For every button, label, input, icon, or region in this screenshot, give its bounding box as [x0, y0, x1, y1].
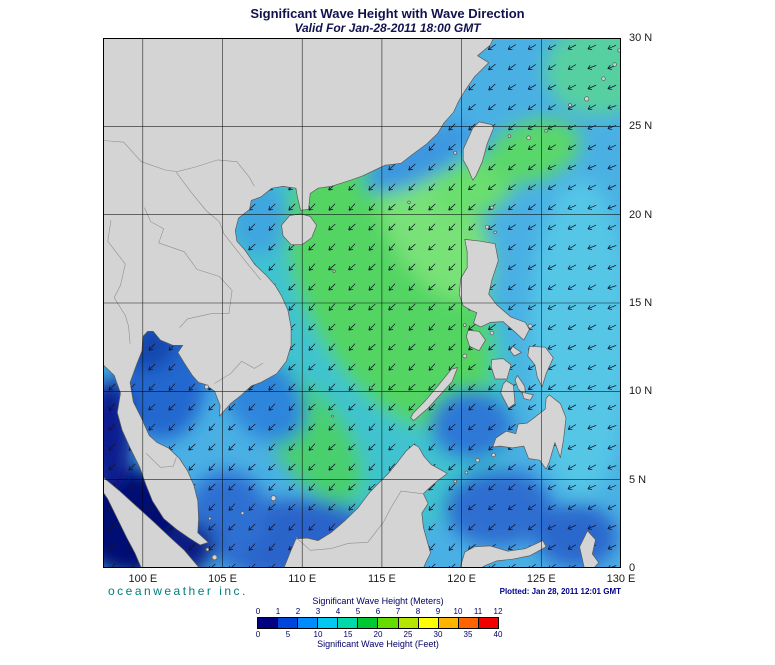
- meters-tick: 4: [335, 607, 341, 616]
- colorbar-cell: [258, 618, 278, 628]
- lat-tick-label: 10 N: [629, 385, 653, 398]
- meters-tick: 9: [435, 607, 441, 616]
- lon-tick-label: 115 E: [367, 573, 396, 585]
- feet-tick: 30: [433, 630, 443, 639]
- lat-tick-label: 25 N: [629, 120, 653, 133]
- meters-tick: 5: [355, 607, 361, 616]
- plotted-timestamp: Plotted: Jan 28, 2011 12:01 GMT: [499, 587, 621, 596]
- lon-tick-label: 125 E: [526, 573, 556, 585]
- colorbar-cell: [297, 618, 318, 628]
- colorbar-cell: [437, 618, 458, 628]
- legend-feet-ticks: 0 5 10 15 20 25 30 35 40: [255, 630, 503, 639]
- feet-tick: 5: [285, 630, 291, 639]
- feet-tick: 15: [343, 630, 353, 639]
- colorbar-cell: [337, 618, 358, 628]
- meters-tick: 2: [295, 607, 301, 616]
- lon-tick-label: 105 E: [208, 573, 237, 585]
- feet-tick: 10: [313, 630, 323, 639]
- feet-tick: 20: [373, 630, 383, 639]
- colorbar-cell: [277, 618, 298, 628]
- meters-tick: 1: [275, 607, 281, 616]
- lat-tick-label: 20 N: [629, 208, 653, 221]
- feet-tick: 35: [463, 630, 473, 639]
- legend-colorbar: [257, 617, 499, 629]
- colorbar-cell: [317, 618, 338, 628]
- lon-tick-label: 110 E: [288, 573, 317, 585]
- lat-tick-label: 30 N: [629, 32, 653, 44]
- meters-tick: 10: [453, 607, 463, 616]
- colorbar-cell: [477, 618, 498, 628]
- map-layers: [103, 38, 621, 568]
- feet-tick: 25: [403, 630, 413, 639]
- lon-tick-label: 100 E: [128, 573, 158, 585]
- meters-tick: 8: [415, 607, 421, 616]
- legend-meters-title: Significant Wave Height (Meters): [312, 596, 444, 606]
- legend-feet-title: Significant Wave Height (Feet): [317, 639, 439, 649]
- lon-tick-label: 120 E: [447, 573, 476, 585]
- meters-tick: 12: [493, 607, 503, 616]
- colorbar-cell: [417, 618, 438, 628]
- feet-tick: 0: [255, 630, 261, 639]
- country-borders: [103, 140, 424, 551]
- meters-tick: 0: [255, 607, 261, 616]
- lon-tick-label: 130 E: [606, 573, 636, 585]
- meters-tick: 3: [315, 607, 321, 616]
- chart-subtitle: Valid For Jan-28-2011 18:00 GMT: [294, 21, 481, 35]
- colorbar-cell: [357, 618, 378, 628]
- meters-tick: 7: [395, 607, 401, 616]
- map-frame: [103, 38, 621, 568]
- colorbar-cell: [377, 618, 398, 628]
- meters-tick: 11: [473, 607, 483, 616]
- chart-title: Significant Wave Height with Wave Direct…: [250, 6, 525, 21]
- wave-height-map: [103, 38, 621, 568]
- lat-tick-label: 0: [629, 562, 636, 574]
- colorbar-cell: [457, 618, 478, 628]
- lat-tick-label: 5 N: [629, 473, 647, 486]
- legend-meters-ticks: 0 1 2 3 4 5 6 7 8 9 10 11 12: [255, 607, 503, 616]
- meters-tick: 6: [375, 607, 381, 616]
- oceanweather-logo-text: oceanweather inc.: [108, 584, 248, 598]
- feet-tick: 40: [493, 630, 503, 639]
- graticule: [103, 38, 621, 568]
- lat-tick-label: 15 N: [629, 297, 653, 309]
- colorbar-cell: [397, 618, 418, 628]
- landmasses: [103, 38, 621, 568]
